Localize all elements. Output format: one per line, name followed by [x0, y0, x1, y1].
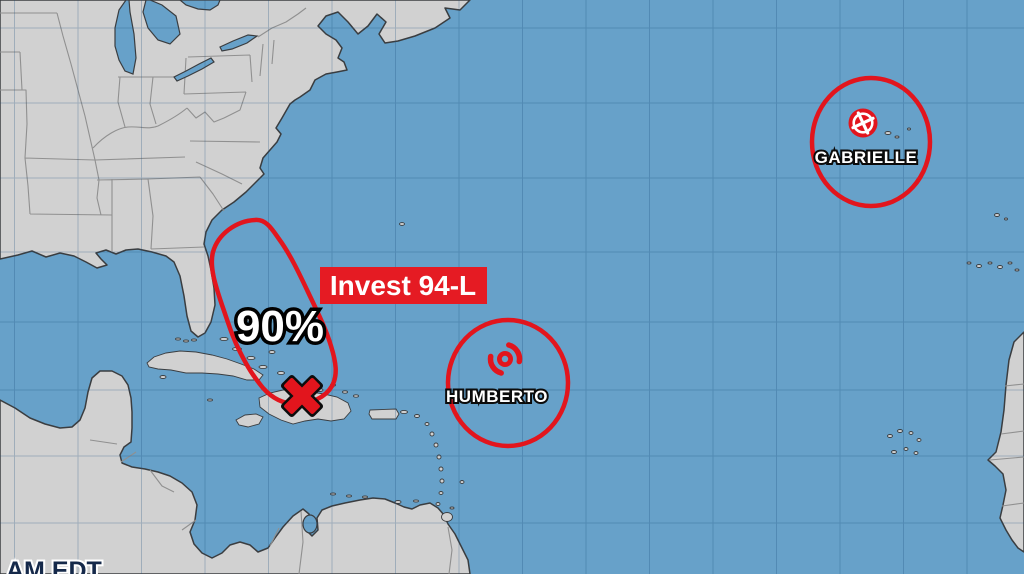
africa-country-borders [989, 383, 1024, 507]
timestamp-text: AM EDT [6, 557, 102, 574]
post-tropical-icon [848, 108, 878, 138]
invest-label: Invest 94-L [330, 270, 476, 301]
north-america-landmass [0, 0, 471, 338]
lake-maracaibo [302, 514, 318, 534]
state-borders [0, 7, 307, 252]
humberto-circle [445, 317, 571, 449]
hurricane-icon [487, 342, 523, 376]
africa-landmass [987, 331, 1024, 553]
storm-humberto: HUMBERTO [444, 317, 571, 449]
x-marker [280, 374, 324, 418]
puerto-rico [368, 408, 400, 420]
great-lakes [114, 0, 259, 82]
gabrielle-circle [809, 75, 933, 209]
caribbean-islands [146, 127, 1020, 522]
invest-formation-area: 90% Invest 94-L [209, 217, 487, 418]
cuba [146, 350, 264, 381]
formation-probability: 90% [236, 302, 324, 351]
country-borders [89, 439, 453, 574]
central-south-america-landmass [0, 370, 471, 574]
humberto-label: HUMBERTO [446, 387, 548, 406]
atlantic-islands [884, 127, 1020, 455]
invest-label-box [320, 267, 487, 304]
lesser-antilles [330, 409, 465, 522]
gabrielle-label: GABRIELLE [815, 148, 918, 167]
storm-gabrielle: GABRIELLE [809, 75, 933, 209]
jamaica [235, 413, 264, 428]
